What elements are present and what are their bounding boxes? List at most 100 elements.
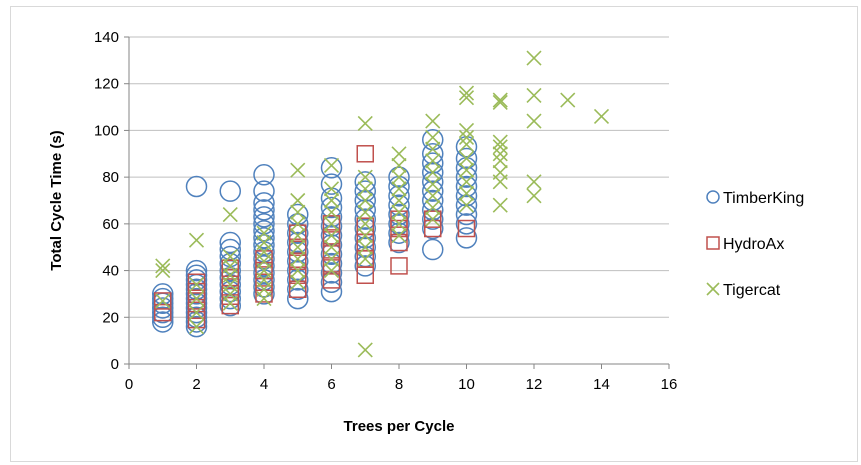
data-point-tigercat	[458, 129, 475, 146]
data-point-hydroax	[289, 224, 307, 242]
x-tick-label: 6	[327, 376, 335, 393]
data-point-tigercat	[492, 174, 508, 190]
data-point-tigercat	[425, 211, 441, 227]
x-tick-label: 8	[395, 376, 403, 393]
data-point-tigercat	[357, 216, 373, 232]
data-point-timberking	[388, 185, 410, 207]
data-point-tigercat	[492, 134, 508, 150]
data-point-timberking	[422, 180, 444, 202]
y-tick-label: 80	[102, 169, 119, 186]
data-point-tigercat	[458, 150, 475, 167]
data-point-hydroax	[322, 229, 341, 247]
data-point-timberking	[422, 143, 444, 165]
data-point-timberking	[253, 199, 275, 221]
data-point-hydroax	[289, 252, 307, 270]
data-point-hydroax	[187, 301, 206, 320]
data-point-hydroax	[154, 303, 172, 322]
data-point-tigercat	[188, 277, 205, 293]
data-point-tigercat	[458, 90, 475, 106]
data-point-tigercat	[492, 92, 508, 108]
data-point-timberking	[287, 213, 309, 235]
data-point-timberking	[152, 297, 174, 319]
data-points	[152, 50, 610, 358]
data-point-tigercat	[323, 263, 340, 279]
data-point-tigercat	[188, 319, 205, 335]
data-point-timberking	[320, 157, 343, 179]
data-point-tigercat	[526, 113, 542, 129]
data-point-timberking	[253, 220, 275, 242]
data-point-tigercat	[357, 239, 373, 255]
x-tick-label: 4	[260, 376, 268, 393]
y-tick-label: 100	[94, 122, 119, 139]
data-point-timberking	[253, 180, 275, 202]
data-point-timberking	[388, 194, 410, 216]
legend-marker-timberking	[706, 190, 720, 204]
axes	[124, 36, 670, 369]
data-point-tigercat	[323, 181, 340, 197]
data-point-tigercat	[188, 305, 205, 321]
data-point-timberking	[455, 166, 478, 188]
data-point-tigercat	[357, 204, 373, 220]
data-point-tigercat	[391, 192, 407, 209]
y-tick-label: 0	[111, 356, 119, 373]
data-point-timberking	[185, 175, 208, 198]
data-point-timberking	[354, 189, 376, 212]
data-point-timberking	[455, 175, 478, 198]
y-tick-label: 20	[102, 309, 119, 326]
data-point-tigercat	[526, 174, 542, 190]
data-point-timberking	[185, 259, 208, 282]
data-point-tigercat	[425, 199, 441, 216]
data-point-timberking	[388, 166, 410, 188]
data-point-hydroax	[424, 219, 442, 238]
data-point-tigercat	[290, 192, 306, 209]
data-point-hydroax	[322, 271, 341, 289]
data-point-tigercat	[391, 204, 407, 220]
data-point-tigercat	[391, 146, 407, 162]
data-point-tigercat	[492, 146, 508, 162]
data-point-hydroax	[221, 296, 239, 315]
data-point-timberking	[388, 231, 410, 254]
data-point-timberking	[152, 306, 174, 329]
data-point-tigercat	[425, 113, 441, 129]
tick-labels: 0 2 4 6 8 10 12 14 16 0 20 40 60 80 100 120 140	[94, 29, 677, 393]
data-point-timberking	[287, 278, 309, 301]
data-point-tigercat	[357, 169, 373, 185]
data-point-tigercat	[425, 129, 441, 146]
data-point-tigercat	[188, 232, 205, 248]
data-point-timberking	[253, 206, 275, 228]
data-point-hydroax	[255, 285, 273, 303]
data-point-tigercat	[357, 192, 373, 209]
data-point-tigercat	[593, 108, 610, 124]
data-point-tigercat	[560, 92, 576, 108]
data-point-hydroax	[154, 292, 172, 310]
data-point-hydroax	[457, 219, 476, 238]
data-point-tigercat	[492, 94, 508, 110]
data-point-tigercat	[526, 87, 542, 103]
data-point-hydroax	[289, 238, 307, 256]
data-point-tigercat	[391, 157, 407, 174]
data-point-hydroax	[390, 257, 408, 275]
data-point-timberking	[320, 262, 343, 284]
data-point-timberking	[253, 227, 275, 249]
data-point-tigercat	[290, 204, 306, 220]
data-point-timberking	[287, 287, 309, 310]
data-point-tigercat	[323, 157, 340, 174]
data-point-timberking	[354, 208, 376, 230]
legend: TimberKing HydroAx Tigercat	[706, 190, 804, 299]
data-point-hydroax	[356, 217, 374, 235]
data-point-tigercat	[492, 139, 508, 155]
data-point-tigercat	[425, 153, 441, 169]
data-point-tigercat	[492, 153, 508, 169]
data-point-timberking	[185, 315, 208, 338]
data-point-tigercat	[323, 239, 340, 255]
data-point-timberking	[253, 255, 275, 277]
data-point-tigercat	[357, 115, 373, 131]
data-point-timberking	[253, 164, 275, 186]
data-point-tigercat	[391, 227, 407, 244]
data-point-timberking	[253, 276, 275, 298]
data-point-tigercat	[290, 162, 306, 178]
legend-marker-tigercat	[706, 282, 720, 296]
y-axis-title: Total Cycle Time (s)	[48, 130, 65, 270]
data-point-hydroax	[356, 145, 374, 163]
data-point-tigercat	[458, 174, 475, 190]
